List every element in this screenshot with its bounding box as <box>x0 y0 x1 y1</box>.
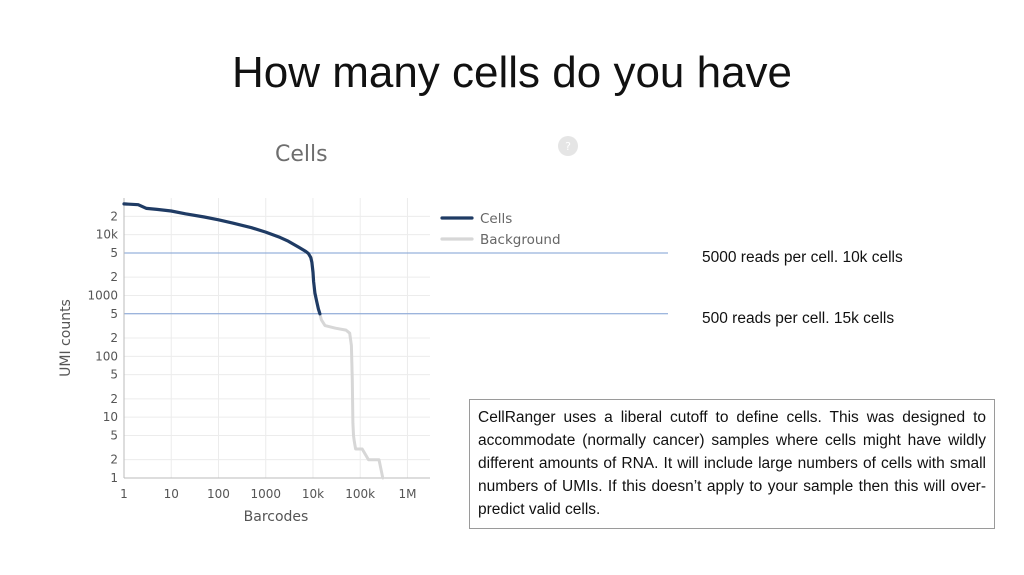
legend-label-cells: Cells <box>480 211 512 227</box>
series-line-background <box>318 312 385 480</box>
slide-title: How many cells do you have <box>231 48 793 97</box>
y-tick-label: 5 <box>110 246 118 260</box>
legend-label-background: Background <box>480 232 561 248</box>
y-tick-label: 2 <box>110 453 118 467</box>
y-tick-label: 10k <box>96 228 118 242</box>
chart-labels: Cells ? Barcodes UMI counts <box>58 136 578 525</box>
y-axis-label: UMI counts <box>58 299 74 377</box>
callout-box: CellRanger uses a liberal cutoff to defi… <box>469 399 995 529</box>
y-tick-label: 1 <box>110 471 118 485</box>
chart-grid <box>123 198 430 479</box>
x-axis-label: Barcodes <box>244 509 309 525</box>
y-tick-label: 100 <box>95 349 118 363</box>
chart-series <box>122 202 385 480</box>
x-tick-label: 1 <box>120 487 128 501</box>
reference-lines <box>124 252 668 315</box>
y-tick-label: 2 <box>110 331 118 345</box>
y-tick-label: 5 <box>110 368 118 382</box>
chart-title: Cells <box>275 142 328 167</box>
annotation-500-reads: 500 reads per cell. 15k cells <box>702 310 895 327</box>
chart-legend: Cells Background <box>440 211 561 248</box>
y-tick-label: 10 <box>103 410 118 424</box>
x-tick-label: 10k <box>302 487 324 501</box>
series-line-cells <box>122 202 322 316</box>
annotation-5000-reads: 5000 reads per cell. 10k cells <box>702 249 903 266</box>
help-icon[interactable]: ? <box>558 136 578 156</box>
x-tick-label: 100k <box>345 487 375 501</box>
y-tick-label: 2 <box>110 270 118 284</box>
x-tick-label: 10 <box>164 487 179 501</box>
x-tick-label: 1000 <box>250 487 281 501</box>
umi-barcode-rank-chart: 1 2 5 10 2 5 100 2 5 1000 2 5 10k 2 1 10 100 1000 10k 100k 1… <box>40 125 680 535</box>
chart-svg: 1 2 5 10 2 5 100 2 5 1000 2 5 10k 2 1 10 100 1000 10k 100k 1… <box>58 136 668 525</box>
y-tick-label: 2 <box>110 209 118 223</box>
y-tick-label: 5 <box>110 428 118 442</box>
y-tick-label: 5 <box>110 307 118 321</box>
y-tick-label: 1000 <box>87 288 118 302</box>
x-tick-label: 100 <box>207 487 230 501</box>
y-tick-label: 2 <box>110 392 118 406</box>
chart-axes: 1 2 5 10 2 5 100 2 5 1000 2 5 10k 2 1 10 100 1000 10k 100k 1… <box>87 198 430 501</box>
x-tick-label: 1M <box>398 487 416 501</box>
help-icon-glyph: ? <box>565 140 571 153</box>
